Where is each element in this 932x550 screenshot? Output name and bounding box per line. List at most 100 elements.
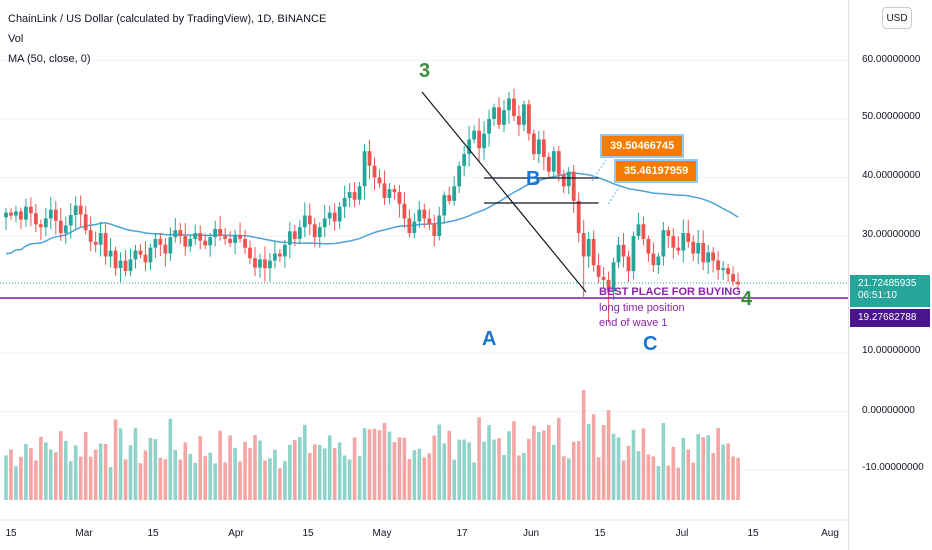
y-tick-label: 30.00000000 <box>862 229 921 240</box>
candle-body <box>437 215 442 236</box>
wave-a-label: A <box>482 328 497 350</box>
volume-bar <box>457 439 461 500</box>
volume-bar <box>392 442 397 500</box>
candle-body <box>407 218 412 234</box>
candle-body <box>372 165 377 178</box>
candle-body <box>307 215 312 225</box>
volume-bar <box>213 463 217 500</box>
volume-bar <box>83 431 88 500</box>
candle-body <box>158 238 163 245</box>
candle-body <box>103 233 108 257</box>
candle-body <box>447 195 452 201</box>
candle-body <box>58 220 63 234</box>
volume-bar <box>208 452 212 500</box>
volume-bar <box>93 449 98 500</box>
volume-bar <box>432 435 437 500</box>
candle-body <box>133 250 138 260</box>
volume-bar <box>258 440 262 500</box>
volume-bar <box>532 425 536 500</box>
volume-bar <box>641 428 646 500</box>
volume-bar <box>377 430 382 500</box>
candle-body <box>297 227 302 239</box>
volume-bar <box>422 457 427 500</box>
candle-body <box>427 218 432 225</box>
x-tick-label: Jul <box>675 528 689 539</box>
volume-bar <box>661 423 666 500</box>
candle-body <box>48 209 53 219</box>
volume-bar <box>183 442 188 500</box>
candle-body <box>233 234 237 244</box>
candle-body <box>512 98 516 117</box>
price-callout-1[interactable]: 39.50466745 <box>600 134 685 158</box>
volume-bar <box>681 437 686 500</box>
volume-bar <box>278 468 282 500</box>
price-callout-2[interactable]: 35.46197959 <box>614 159 699 183</box>
candle-body <box>467 139 472 155</box>
candle-body <box>676 247 681 251</box>
volume-bar <box>268 458 272 500</box>
x-tick-label: 15 <box>5 528 17 539</box>
volume-bar <box>188 453 193 500</box>
volume-bar <box>646 454 651 500</box>
price-chart[interactable] <box>0 0 848 550</box>
candle-body <box>472 130 477 140</box>
candle-body <box>243 238 247 248</box>
candle-body <box>29 206 33 214</box>
price-scale[interactable] <box>848 0 932 550</box>
volume-bar <box>103 443 108 500</box>
volume-bar <box>298 437 302 500</box>
candle-body <box>118 260 123 269</box>
volume-bar <box>24 444 28 500</box>
candle-body <box>616 244 621 263</box>
volume-bar <box>467 442 471 500</box>
candle-body <box>402 203 407 219</box>
volume-bar <box>417 448 422 500</box>
volume-bar <box>337 442 342 500</box>
volume-bar <box>527 438 531 500</box>
volume-bar <box>601 425 606 500</box>
volume-bar <box>611 433 616 500</box>
candle-body <box>33 213 38 225</box>
volume-legend[interactable]: Vol <box>8 33 24 45</box>
volume-bar <box>148 437 153 500</box>
volume-bar <box>556 417 561 500</box>
candle-body <box>546 157 551 172</box>
volume-bar <box>721 444 725 500</box>
candle-body <box>382 183 387 198</box>
volume-bar <box>581 390 586 500</box>
volume-bar <box>312 444 317 500</box>
candle-body <box>282 244 287 257</box>
volume-bar <box>552 444 556 500</box>
candle-body <box>342 197 347 207</box>
candle-body <box>73 205 78 215</box>
volume-bar <box>407 459 412 500</box>
candle-body <box>522 104 526 125</box>
ma-line <box>5 172 739 255</box>
trend-line <box>421 91 587 293</box>
volume-bar <box>636 451 641 500</box>
candle-body <box>43 218 48 228</box>
wave-3-label: 3 <box>419 60 431 82</box>
candle-body <box>432 224 437 236</box>
last-price-tag: 21.72485935 06:51:10 <box>850 275 930 307</box>
candle-body <box>691 241 696 254</box>
chart-area[interactable]: ChainLink / US Dollar (calculated by Tra… <box>0 0 848 550</box>
callout-connector <box>607 185 621 205</box>
candle-body <box>442 195 447 216</box>
candle-body <box>278 253 282 257</box>
candle-body <box>721 268 726 270</box>
volume-bar <box>128 445 133 500</box>
candle-body <box>128 259 133 272</box>
ma-legend[interactable]: MA (50, close, 0) <box>8 53 91 65</box>
candle-body <box>123 260 128 272</box>
volume-bar <box>651 456 656 500</box>
candle-body <box>651 253 656 266</box>
currency-button[interactable]: USD <box>882 7 912 29</box>
candle-body <box>268 260 272 269</box>
volume-bar <box>706 435 710 500</box>
note-end-wave: end of wave 1 <box>599 317 668 329</box>
candle-body <box>487 119 491 134</box>
candle-body <box>601 276 606 280</box>
x-tick-label: Aug <box>821 528 839 539</box>
volume-bar <box>437 424 442 500</box>
